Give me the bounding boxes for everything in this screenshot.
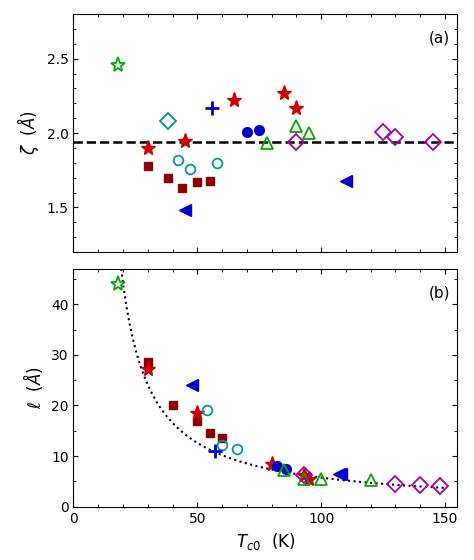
Y-axis label: $\zeta$  ($\AA$): $\zeta$ ($\AA$) xyxy=(15,111,41,155)
Text: (a): (a) xyxy=(428,31,450,45)
Text: (b): (b) xyxy=(428,285,450,300)
Y-axis label: $\ell$  ($\AA$): $\ell$ ($\AA$) xyxy=(21,366,46,409)
X-axis label: $T_{c0}$  (K): $T_{c0}$ (K) xyxy=(236,531,295,552)
